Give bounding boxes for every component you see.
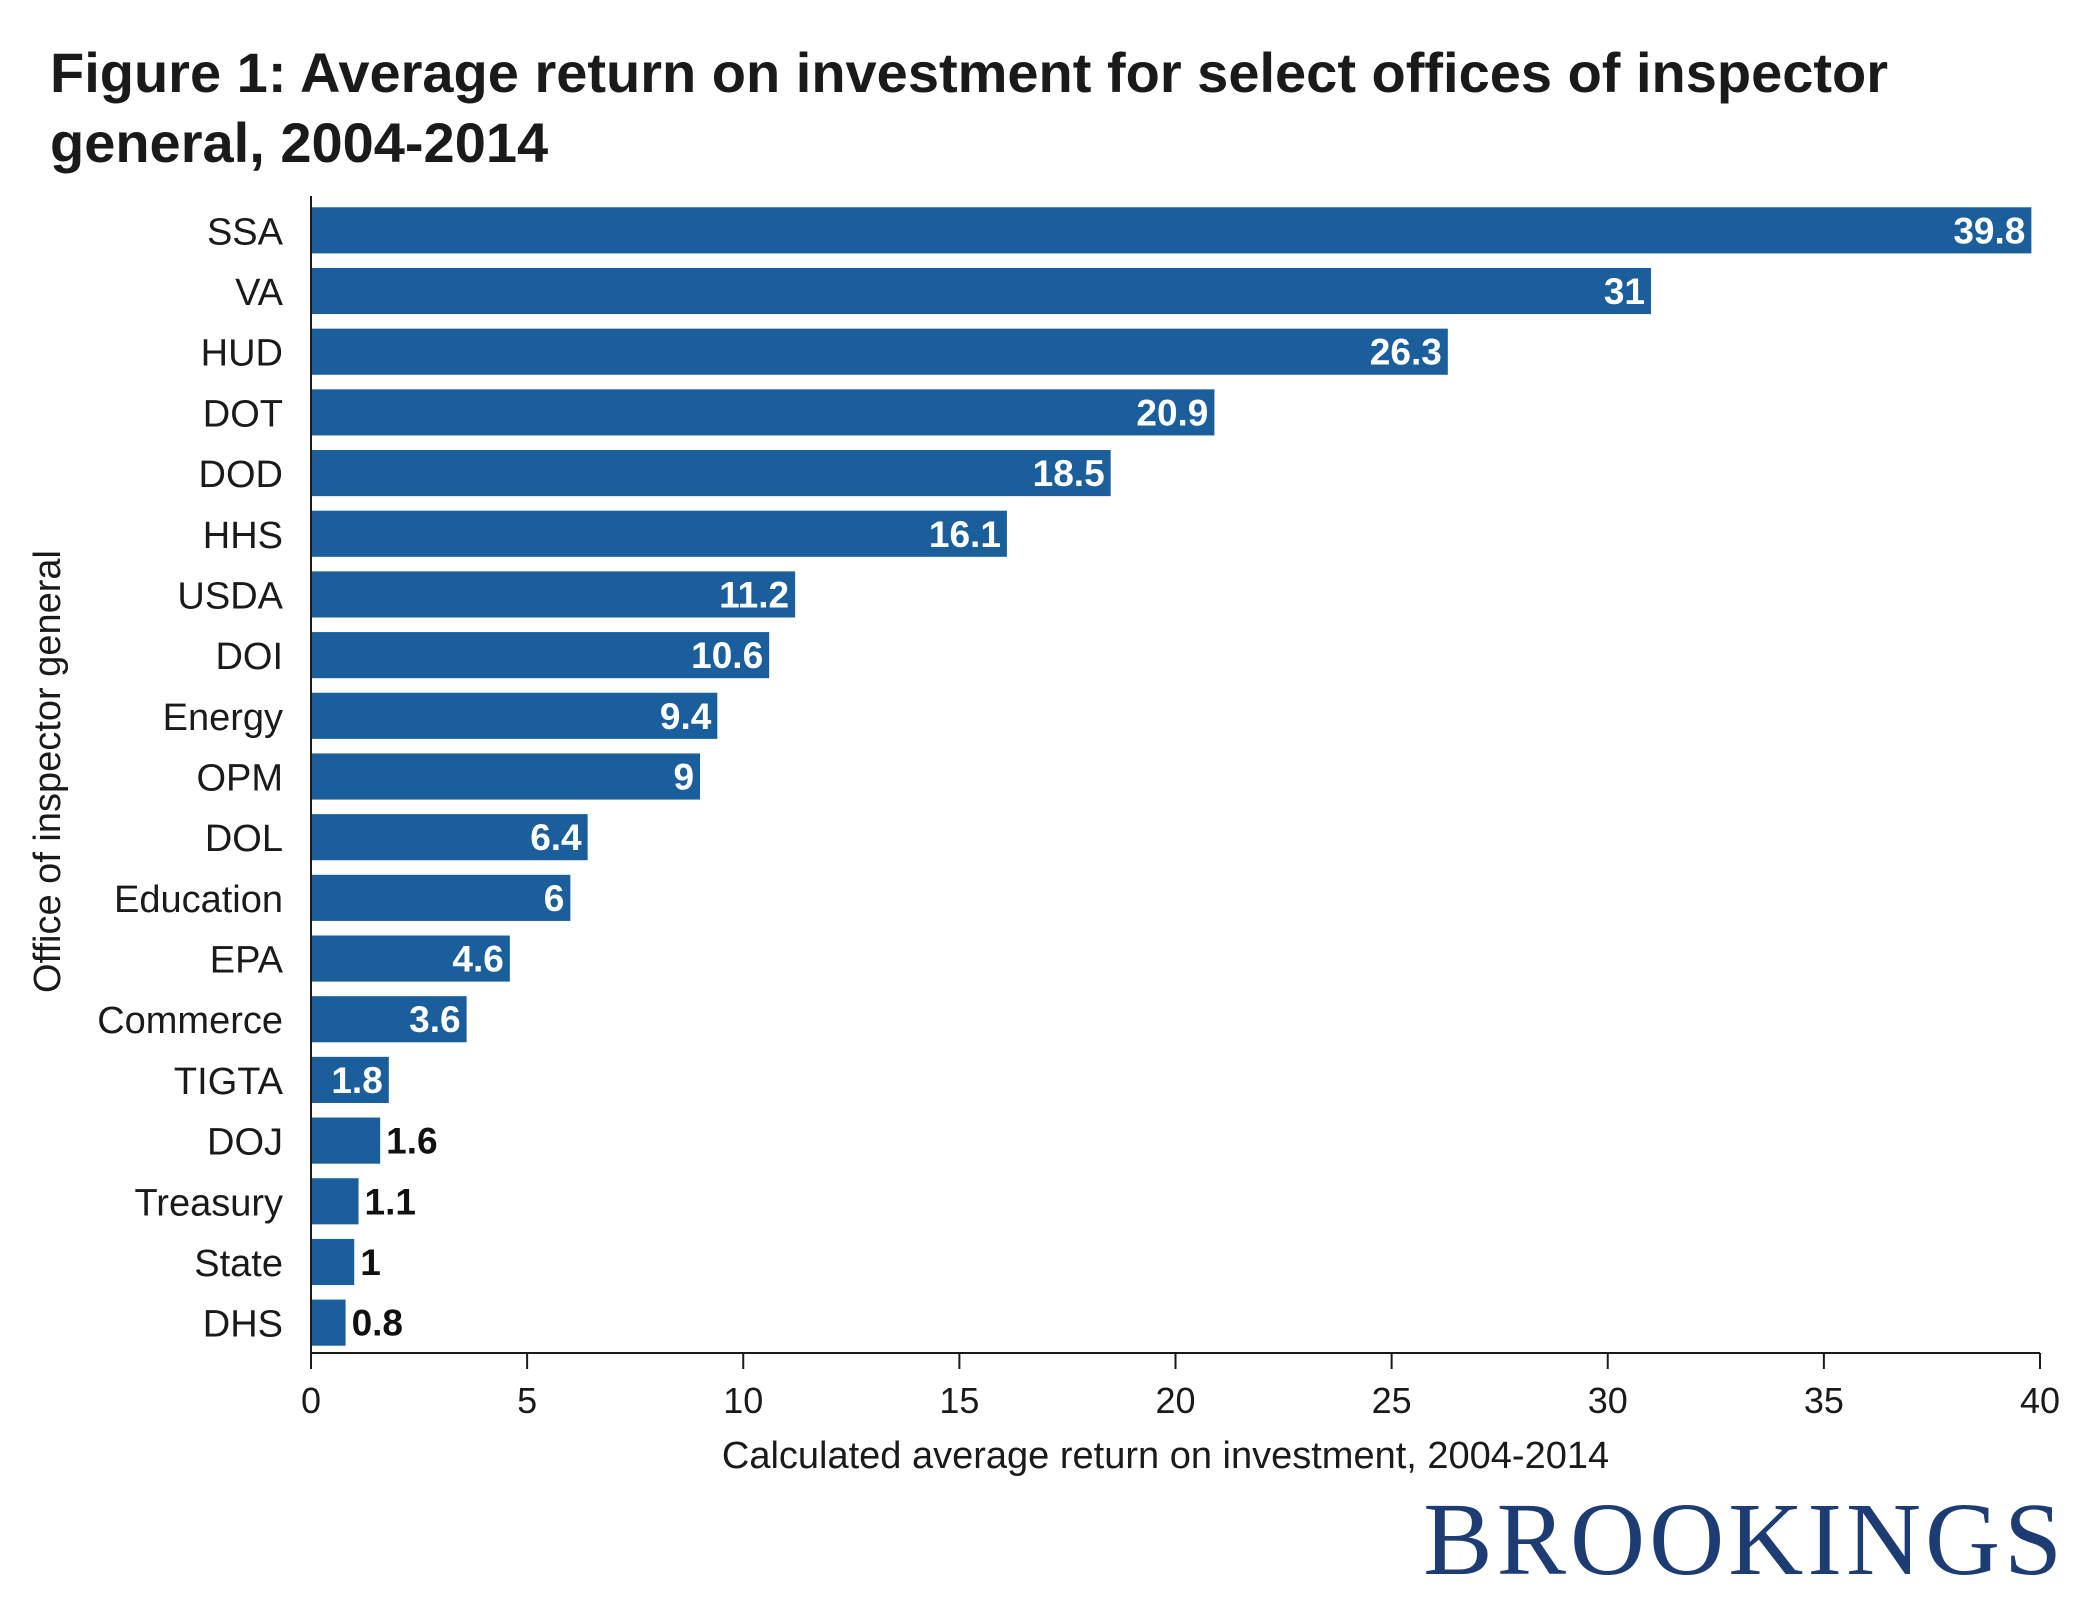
- bar-dod: [311, 450, 1111, 497]
- bar-dhs: [311, 1299, 346, 1346]
- bar-dol: [311, 814, 588, 861]
- value-label: 4.6: [452, 939, 503, 980]
- category-label: DOL: [205, 818, 283, 860]
- value-label: 6: [544, 878, 565, 919]
- value-label: 31: [1604, 271, 1645, 312]
- x-tick-label: 10: [723, 1380, 763, 1421]
- value-label: 6.4: [530, 817, 582, 858]
- category-label: OPM: [196, 758, 283, 800]
- value-label: 10.6: [691, 635, 763, 676]
- category-label: Education: [114, 879, 283, 921]
- category-label: HHS: [203, 515, 283, 557]
- brookings-logo: BROOKINGS: [1423, 1482, 2066, 1597]
- bar-opm: [311, 753, 701, 800]
- x-tick-label: 35: [1804, 1380, 1844, 1421]
- category-label: DOD: [199, 454, 283, 496]
- bar-energy: [311, 692, 718, 739]
- bars-layer: [311, 207, 2032, 1346]
- x-tick-label: 25: [1372, 1380, 1412, 1421]
- bar-ssa: [311, 207, 2032, 254]
- bar-hhs: [311, 510, 1007, 557]
- category-label: Energy: [163, 697, 283, 739]
- value-label: 1: [360, 1242, 381, 1283]
- value-label: 11.2: [719, 574, 789, 615]
- category-label: HUD: [201, 333, 283, 375]
- bar-va: [311, 267, 1651, 315]
- category-label: DOJ: [207, 1122, 283, 1164]
- value-label: 18.5: [1033, 453, 1105, 494]
- category-label: DHS: [203, 1304, 283, 1346]
- value-label: 1.8: [331, 1060, 382, 1101]
- category-label: VA: [235, 272, 284, 314]
- category-label: USDA: [177, 575, 283, 617]
- value-label: 0.8: [352, 1303, 403, 1344]
- category-label: EPA: [210, 940, 284, 982]
- category-label: TIGTA: [174, 1061, 284, 1103]
- bar-usda: [311, 571, 796, 618]
- value-label: 9: [673, 757, 694, 798]
- x-tick-label: 40: [2020, 1380, 2060, 1421]
- x-ticks: 0 5 10 15 20 25 30 35 40: [301, 1353, 2060, 1421]
- category-label: Commerce: [97, 1000, 283, 1042]
- category-label: DOT: [203, 393, 283, 435]
- category-label: SSA: [207, 211, 284, 253]
- bar-commerce: [311, 996, 467, 1043]
- bar-state: [311, 1238, 355, 1286]
- bar-doj: [311, 1117, 381, 1164]
- value-label: 26.3: [1370, 332, 1442, 373]
- bar-dot: [311, 389, 1215, 436]
- chart-title: Figure 1: Average return on investment f…: [50, 41, 1889, 174]
- value-label: 3.6: [409, 999, 460, 1040]
- category-labels: SSA VA HUD DOT DOD HHS USDA DOI Energy OPM DOL Educ…: [97, 211, 283, 1345]
- bar-education: [311, 874, 571, 921]
- bar-doi: [311, 632, 770, 679]
- category-label: DOI: [215, 636, 283, 678]
- value-label: 39.8: [1953, 210, 2025, 251]
- bar-hud: [311, 328, 1448, 375]
- value-label: 1.6: [386, 1121, 437, 1162]
- value-label: 9.4: [660, 696, 712, 737]
- x-tick-label: 30: [1588, 1380, 1628, 1421]
- value-label: 20.9: [1136, 392, 1208, 433]
- value-labels: 39.8 31 26.3 20.9 18.5 16.1 11.2 10.6 9.4 9 6.4 6 4.…: [331, 210, 2025, 1343]
- x-axis-title: Calculated average return on investment,…: [722, 1435, 1609, 1477]
- category-label: Treasury: [134, 1182, 283, 1224]
- value-label: 16.1: [929, 514, 1001, 555]
- value-label: 1.1: [365, 1181, 416, 1222]
- x-tick-label: 5: [517, 1380, 537, 1421]
- y-axis-title: Office of inspector general: [27, 550, 69, 993]
- x-tick-label: 0: [301, 1380, 321, 1421]
- bar-treasury: [311, 1178, 359, 1225]
- category-label: State: [194, 1243, 283, 1285]
- x-tick-label: 15: [939, 1380, 979, 1421]
- bar-epa: [311, 935, 510, 982]
- x-tick-label: 20: [1155, 1380, 1195, 1421]
- bar-tigta: [311, 1056, 389, 1103]
